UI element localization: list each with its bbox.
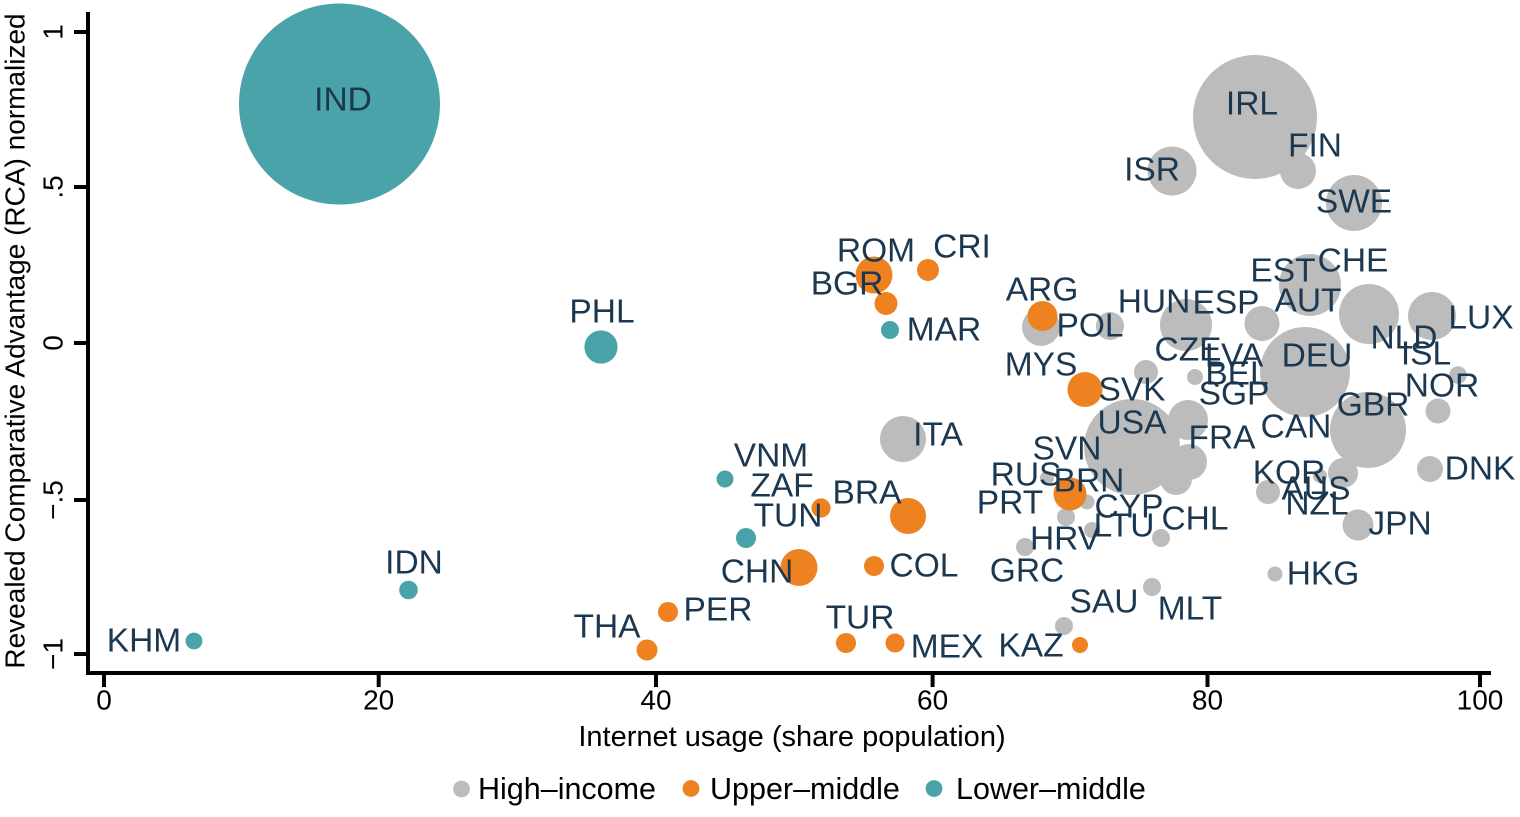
svg-text:Upper–middle: Upper–middle	[710, 772, 900, 806]
svg-text:BRA: BRA	[833, 475, 903, 512]
svg-text:JPN: JPN	[1368, 506, 1431, 543]
svg-text:Internet usage (share populati: Internet usage (share population)	[578, 721, 1005, 753]
svg-text:BGR: BGR	[811, 266, 884, 303]
svg-text:GBR: GBR	[1337, 387, 1410, 424]
svg-text:KHM: KHM	[107, 623, 181, 660]
svg-text:SWE: SWE	[1316, 184, 1392, 221]
svg-text:IRL: IRL	[1226, 86, 1278, 123]
svg-text:TUN: TUN	[754, 498, 823, 535]
svg-text:ROM: ROM	[837, 233, 915, 270]
svg-text:TUR: TUR	[826, 600, 895, 637]
svg-text:20: 20	[363, 685, 394, 716]
svg-text:POL: POL	[1056, 308, 1123, 345]
svg-text:1: 1	[38, 24, 69, 40]
svg-text:HRV: HRV	[1030, 521, 1101, 558]
svg-text:60: 60	[917, 685, 948, 716]
svg-text:−.5: −.5	[38, 480, 69, 520]
svg-text:DEU: DEU	[1282, 338, 1353, 375]
svg-text:NOR: NOR	[1405, 368, 1479, 405]
svg-text:0: 0	[38, 335, 69, 351]
svg-text:CHL: CHL	[1161, 501, 1228, 538]
svg-text:MAR: MAR	[907, 312, 981, 349]
svg-text:ARG: ARG	[1006, 272, 1079, 309]
svg-text:40: 40	[640, 685, 671, 716]
svg-text:DNK: DNK	[1445, 451, 1516, 488]
svg-text:0: 0	[96, 685, 112, 716]
svg-text:PER: PER	[684, 592, 753, 629]
svg-text:HUN: HUN	[1118, 284, 1191, 321]
svg-text:High–income: High–income	[478, 772, 656, 806]
svg-text:BEL: BEL	[1205, 356, 1268, 393]
svg-text:−1: −1	[38, 638, 69, 670]
svg-text:SVN: SVN	[1033, 431, 1102, 468]
svg-text:MEX: MEX	[911, 629, 984, 666]
svg-text:SVK: SVK	[1098, 372, 1165, 409]
svg-text:NZL: NZL	[1285, 486, 1348, 523]
svg-text:FIN: FIN	[1288, 128, 1342, 165]
svg-text:RUS: RUS	[991, 457, 1062, 494]
svg-text:KAZ: KAZ	[998, 628, 1063, 665]
svg-text:ESP: ESP	[1192, 285, 1259, 322]
svg-text:CAN: CAN	[1261, 409, 1332, 446]
svg-text:SAU: SAU	[1070, 584, 1139, 621]
svg-text:CRI: CRI	[933, 229, 991, 266]
svg-text:AUT: AUT	[1275, 283, 1342, 320]
svg-text:80: 80	[1192, 685, 1223, 716]
svg-text:PRT: PRT	[977, 485, 1043, 522]
svg-text:THA: THA	[574, 609, 642, 646]
svg-text:LUX: LUX	[1448, 300, 1513, 337]
svg-text:ITA: ITA	[913, 417, 963, 454]
svg-text:VNM: VNM	[734, 438, 808, 475]
svg-text:GRC: GRC	[990, 553, 1064, 590]
svg-text:BRN: BRN	[1054, 463, 1125, 500]
svg-text:Revealed Comparative Advantage: Revealed Comparative Advantage (RCA) nor…	[0, 13, 31, 668]
svg-text:ISR: ISR	[1124, 152, 1180, 189]
svg-text:CZE: CZE	[1155, 332, 1222, 369]
svg-text:LVA: LVA	[1205, 338, 1264, 375]
svg-text:MLT: MLT	[1158, 591, 1223, 628]
svg-text:USA: USA	[1098, 405, 1168, 442]
svg-text:PHL: PHL	[569, 294, 634, 331]
svg-text:KOR: KOR	[1253, 455, 1326, 492]
svg-text:NLD: NLD	[1370, 320, 1437, 357]
svg-text:SGP: SGP	[1199, 376, 1270, 413]
svg-text:COL: COL	[890, 548, 959, 585]
svg-text:ISL: ISL	[1401, 336, 1451, 373]
svg-text:FRA: FRA	[1189, 420, 1257, 457]
svg-text:.5: .5	[38, 175, 69, 198]
svg-text:100: 100	[1457, 685, 1504, 716]
svg-text:AUS: AUS	[1282, 471, 1351, 508]
svg-text:MYS: MYS	[1005, 347, 1078, 384]
svg-text:LTU: LTU	[1094, 508, 1155, 545]
svg-text:Lower–middle: Lower–middle	[956, 772, 1146, 806]
svg-text:CYP: CYP	[1095, 489, 1164, 526]
svg-text:CHN: CHN	[721, 554, 794, 591]
svg-text:IND: IND	[314, 82, 372, 119]
svg-text:CHE: CHE	[1318, 243, 1389, 280]
svg-text:ZAF: ZAF	[750, 468, 813, 505]
svg-text:IDN: IDN	[385, 545, 443, 582]
svg-text:HKG: HKG	[1287, 556, 1360, 593]
svg-text:EST: EST	[1250, 253, 1315, 290]
